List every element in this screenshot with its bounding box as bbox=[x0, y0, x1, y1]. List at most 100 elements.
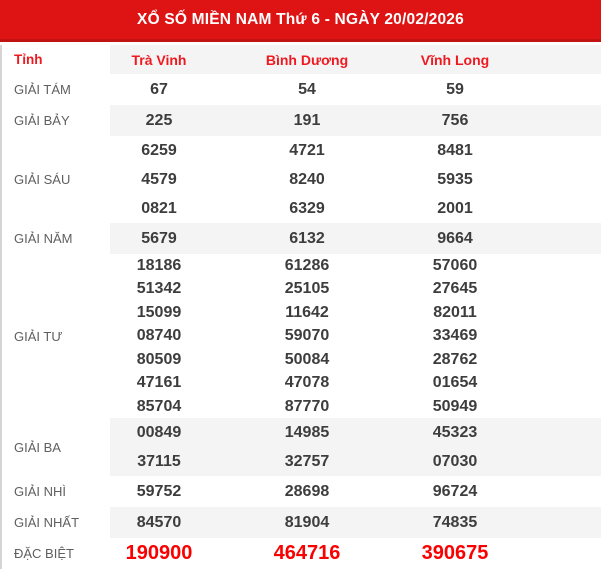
prize-values: 190900 464716 390675 bbox=[85, 542, 601, 565]
prize-number: 08740 bbox=[136, 327, 182, 345]
province-values-column: 6259 4579 0821 bbox=[85, 136, 233, 223]
province-column-header: Tỉnh bbox=[14, 52, 43, 67]
prize-number: 6132 bbox=[289, 229, 325, 247]
column-header-tra-vinh: Trà Vinh bbox=[131, 51, 187, 68]
prize-number: 50949 bbox=[432, 397, 478, 415]
prize-label: GIẢI NĂM bbox=[14, 231, 73, 246]
prize-label: GIẢI BA bbox=[14, 439, 61, 455]
prize-number: 32757 bbox=[284, 453, 330, 470]
prize-row-1: GIẢI TÁM 67 54 59 bbox=[2, 74, 601, 105]
prize-row-7: GIẢI NHÌ 59752 28698 96724 bbox=[2, 476, 601, 507]
prize-values: 18186 51342 15099 08740 80509 47161 85704 61286… bbox=[85, 254, 601, 418]
prize-number: 01654 bbox=[432, 374, 478, 392]
prize-values: 5679 6132 9664 bbox=[85, 230, 601, 248]
prize-row-3: GIẢI SÁU 6259 4579 0821 4721 8240 6329 8481 5935… bbox=[2, 136, 601, 223]
prize-number: 59752 bbox=[136, 482, 182, 500]
prize-number: 33469 bbox=[432, 327, 478, 345]
province-values-column: 45323 07030 bbox=[381, 418, 529, 476]
prize-number: 6259 bbox=[141, 142, 177, 159]
prize-number: 37115 bbox=[137, 453, 181, 470]
prize-number: 07030 bbox=[432, 453, 478, 470]
results-table: Tỉnh Trà Vinh Bình Dương Vĩnh Long GIẢI … bbox=[0, 45, 601, 569]
prize-number: 464716 bbox=[273, 542, 341, 564]
prize-number: 225 bbox=[145, 111, 173, 129]
province-values-column: 8481 5935 2001 bbox=[381, 136, 529, 223]
prize-number: 14985 bbox=[284, 424, 330, 441]
prize-number: 5935 bbox=[437, 171, 473, 188]
prize-number: 82011 bbox=[433, 303, 477, 321]
prize-row-8: GIẢI NHẤT 84570 81904 74835 bbox=[2, 507, 601, 538]
prize-values: 67 54 59 bbox=[85, 81, 601, 99]
province-values-column: 59752 bbox=[85, 483, 233, 501]
province-values-column: 14985 32757 bbox=[233, 418, 381, 476]
prize-number: 84570 bbox=[136, 513, 182, 531]
province-values-column: 28698 bbox=[233, 483, 381, 501]
prize-values: 00849 37115 14985 32757 45323 07030 bbox=[85, 418, 601, 476]
prize-number: 80509 bbox=[136, 350, 182, 368]
province-values-column: 190900 bbox=[85, 542, 233, 565]
province-values-column: 61286 25105 11642 59070 50084 47078 87770 bbox=[233, 254, 381, 418]
prize-number: 47078 bbox=[284, 374, 330, 392]
prize-number: 00849 bbox=[136, 424, 182, 441]
province-values-column: 390675 bbox=[381, 542, 529, 565]
prize-values: 6259 4579 0821 4721 8240 6329 8481 5935 2001 bbox=[85, 136, 601, 223]
column-header-binh-duong: Bình Dương bbox=[265, 51, 349, 68]
prize-number: 190900 bbox=[125, 542, 193, 564]
title-band: XỔ SỐ MIỀN NAM Thứ 6 - NGÀY 20/02/2026 bbox=[0, 0, 601, 42]
province-values-column: 464716 bbox=[233, 542, 381, 565]
prize-number: 27645 bbox=[432, 280, 478, 298]
prize-number: 96724 bbox=[432, 482, 478, 500]
prize-row-9: ĐẶC BIỆT 190900 464716 390675 bbox=[2, 538, 601, 569]
column-header-vinh-long: Vĩnh Long bbox=[420, 51, 490, 68]
prize-number: 28762 bbox=[432, 350, 478, 368]
prize-label: GIẢI NHẤT bbox=[14, 515, 80, 530]
province-values-column: 81904 bbox=[233, 514, 381, 532]
prize-number: 61286 bbox=[284, 257, 330, 275]
province-values-column: 59 bbox=[381, 81, 529, 99]
prize-number: 15099 bbox=[136, 303, 182, 321]
province-values-column: 9664 bbox=[381, 230, 529, 248]
prize-number: 8481 bbox=[437, 142, 473, 159]
prize-number: 191 bbox=[293, 111, 321, 129]
prize-number: 47161 bbox=[136, 374, 182, 392]
prize-label: GIẢI BẢY bbox=[14, 113, 70, 128]
prize-number: 59070 bbox=[284, 327, 330, 345]
prize-number: 390675 bbox=[421, 542, 489, 564]
prize-label: GIẢI TƯ bbox=[14, 328, 63, 344]
province-values-column: 67 bbox=[85, 81, 233, 99]
prize-number: 4579 bbox=[141, 171, 177, 188]
prize-label: GIẢI TÁM bbox=[14, 82, 71, 97]
prize-number: 54 bbox=[298, 80, 316, 98]
province-values-column: 00849 37115 bbox=[85, 418, 233, 476]
prize-row-4: GIẢI NĂM 5679 6132 9664 bbox=[2, 223, 601, 254]
prize-number: 9664 bbox=[437, 229, 473, 247]
prize-number: 67 bbox=[150, 80, 168, 98]
prize-number: 85704 bbox=[136, 397, 182, 415]
prize-values: 84570 81904 74835 bbox=[85, 514, 601, 532]
prize-number: 81904 bbox=[284, 513, 330, 531]
prize-number: 57060 bbox=[432, 257, 478, 275]
prize-number: 4721 bbox=[289, 142, 325, 159]
province-values-column: 4721 8240 6329 bbox=[233, 136, 381, 223]
province-values-column: 6132 bbox=[233, 230, 381, 248]
column-header-row: Tỉnh Trà Vinh Bình Dương Vĩnh Long bbox=[2, 45, 601, 74]
prize-number: 5679 bbox=[141, 229, 177, 247]
prize-rows: GIẢI TÁM 67 54 59 GIẢI BẢY 225 191 756 GIẢI SÁU 6… bbox=[2, 74, 601, 569]
prize-values: 59752 28698 96724 bbox=[85, 483, 601, 501]
prize-number: 87770 bbox=[284, 397, 330, 415]
prize-number: 45323 bbox=[432, 424, 478, 441]
province-values-column: 225 bbox=[85, 112, 233, 130]
prize-number: 2001 bbox=[437, 200, 473, 217]
prize-number: 28698 bbox=[284, 482, 330, 500]
prize-number: 6329 bbox=[289, 200, 325, 217]
prize-number: 8240 bbox=[289, 171, 325, 188]
province-values-column: 191 bbox=[233, 112, 381, 130]
prize-row-6: GIẢI BA 00849 37115 14985 32757 45323 07030 bbox=[2, 418, 601, 476]
prize-number: 0821 bbox=[141, 200, 177, 217]
province-values-column: 96724 bbox=[381, 483, 529, 501]
province-values-column: 74835 bbox=[381, 514, 529, 532]
prize-label: GIẢI NHÌ bbox=[14, 484, 67, 499]
prize-number: 50084 bbox=[284, 350, 330, 368]
province-values-column: 5679 bbox=[85, 230, 233, 248]
